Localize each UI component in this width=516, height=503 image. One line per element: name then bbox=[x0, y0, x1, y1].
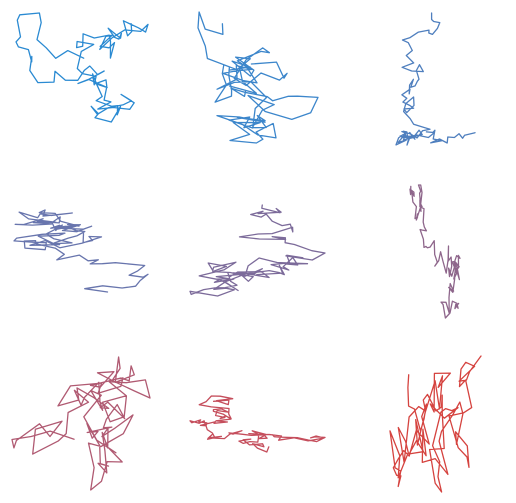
walk-line-1 bbox=[15, 12, 149, 123]
walk-panel-7 bbox=[11, 356, 151, 491]
walk-panel-1 bbox=[15, 12, 149, 123]
walk-panel-5 bbox=[189, 204, 326, 297]
walk-panel-2 bbox=[197, 11, 319, 144]
walk-panel-8 bbox=[189, 395, 326, 453]
walk-line-5 bbox=[189, 204, 326, 297]
walk-line-4 bbox=[13, 209, 149, 293]
walk-line-9 bbox=[389, 355, 482, 493]
walk-line-3 bbox=[395, 12, 476, 146]
walk-panel-6 bbox=[409, 184, 461, 319]
walk-panel-3 bbox=[395, 12, 476, 146]
walk-panel-9 bbox=[389, 355, 482, 493]
walk-line-2 bbox=[197, 11, 319, 144]
walk-line-7 bbox=[11, 356, 151, 491]
walk-line-8 bbox=[189, 395, 326, 453]
walk-panel-4 bbox=[13, 209, 149, 293]
walk-line-6 bbox=[409, 184, 461, 319]
